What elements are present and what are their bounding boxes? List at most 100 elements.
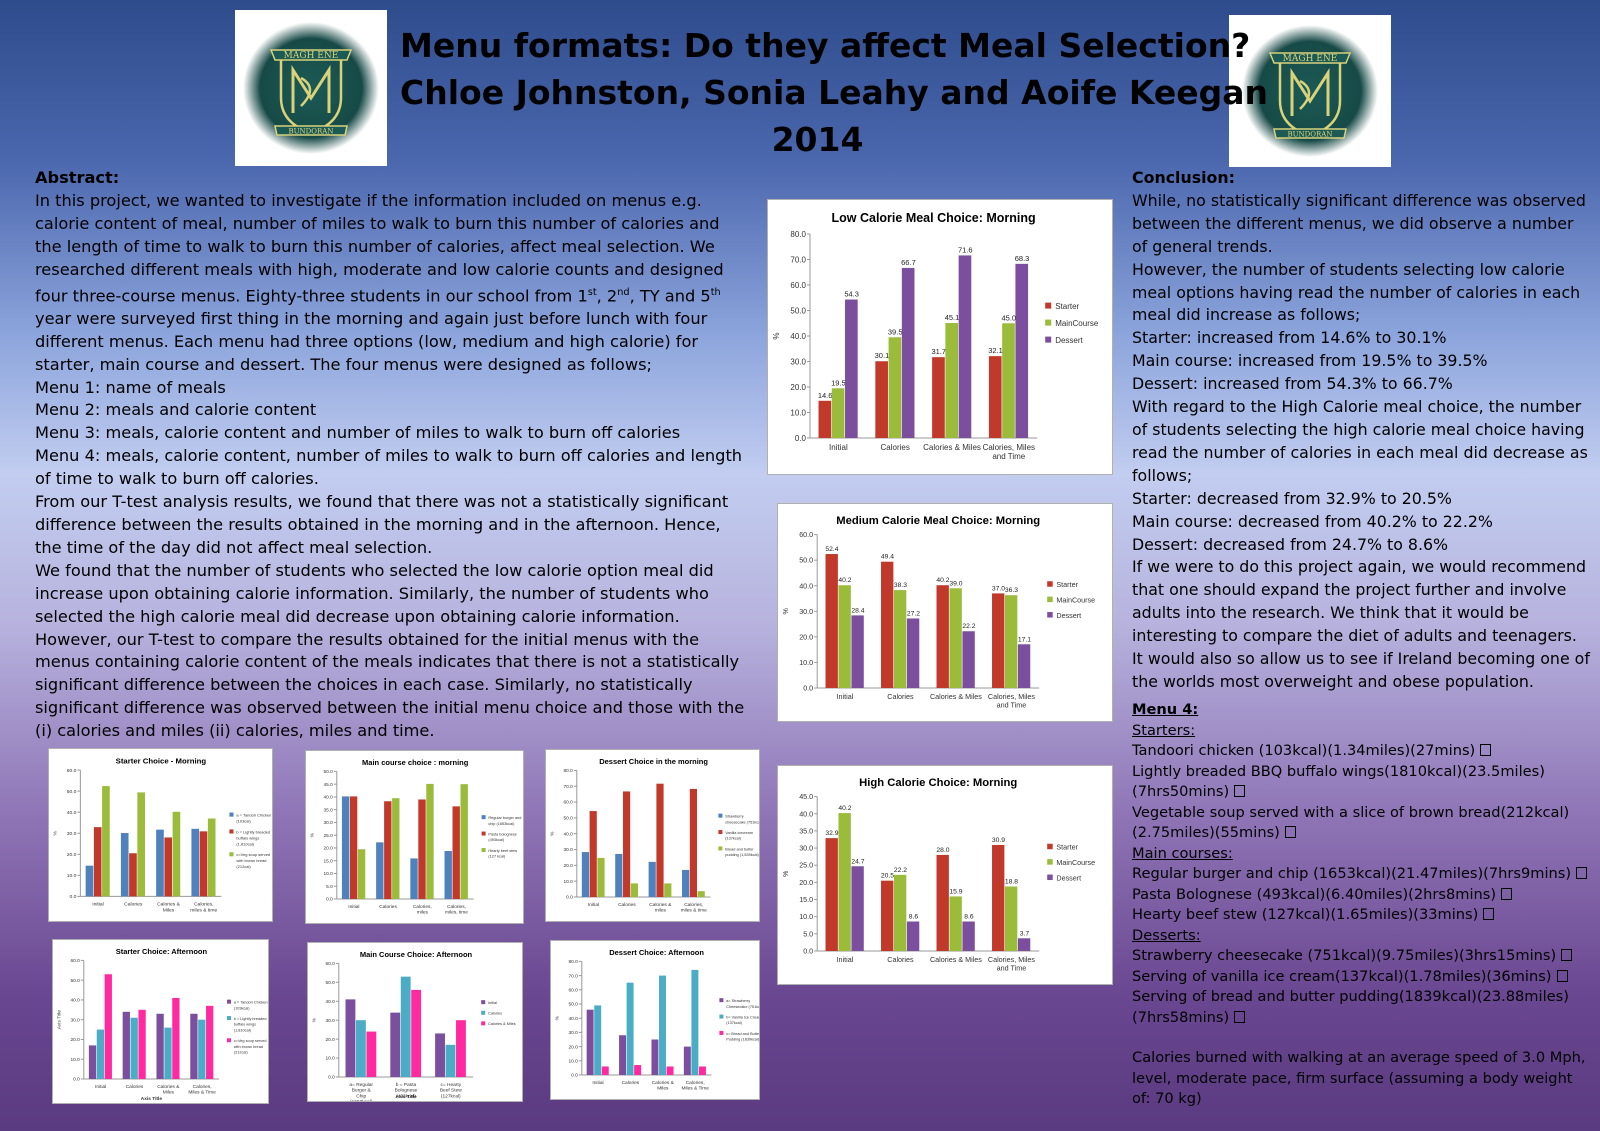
legend-label: c= Bread and Butter xyxy=(726,1032,759,1036)
chart-svg: High Calorie Choice: Morning 0.0 5.0 10.0 15… xyxy=(781,777,1095,972)
y-tick-label: 60.0 xyxy=(568,987,578,993)
y-tick-label: 25.0 xyxy=(323,833,333,839)
legend-swatch xyxy=(229,812,234,817)
y-tick-label: 60.0 xyxy=(325,961,335,967)
y-tick-label: 40.0 xyxy=(799,581,813,590)
data-label: 3.7 xyxy=(1020,930,1030,937)
y-tick-label: 20.0 xyxy=(70,1037,80,1043)
legend-label: (103cal) xyxy=(236,818,251,823)
legend-label: a = Tandori Chicken xyxy=(234,1001,268,1005)
y-tick-label: 30.0 xyxy=(67,831,77,837)
y-tick-label: 10.0 xyxy=(563,879,573,885)
y-tick-label: 20.0 xyxy=(323,846,333,852)
y-tick-label: 0.0 xyxy=(326,897,333,903)
y-tick-label: 0.0 xyxy=(69,894,76,900)
bar xyxy=(589,811,597,897)
y-tick-label: 40.0 xyxy=(790,332,806,341)
bar xyxy=(949,896,962,951)
checkbox-icon xyxy=(1234,1010,1246,1023)
y-tick-label: 20.0 xyxy=(799,632,813,641)
x-tick-label: Calories & xyxy=(652,1080,675,1086)
bar xyxy=(623,791,631,897)
legend-label: Dessert xyxy=(1056,873,1081,882)
bar xyxy=(435,1033,445,1077)
legend-label: Regular burger and xyxy=(488,816,521,820)
legend-label: Starter xyxy=(1055,302,1079,311)
bar xyxy=(932,357,945,438)
menu-item: Pasta Bolognese (493kcal)(6.40miles)(2hr… xyxy=(1132,885,1592,906)
bar xyxy=(345,999,356,1077)
checkbox-icon xyxy=(1234,785,1246,797)
x-tick-label: Miles & Time xyxy=(681,1086,709,1092)
bar xyxy=(1015,263,1029,438)
legend-label: Starter xyxy=(1056,843,1078,852)
legend-label: Initial xyxy=(488,1001,497,1005)
data-label: 22.2 xyxy=(894,867,907,874)
y-tick-label: 15.0 xyxy=(323,858,333,864)
menu-item: Strawberry cheesecake (751kcal)(9.75mile… xyxy=(1132,946,1592,967)
x-tick-label: Beef Stew xyxy=(440,1088,462,1094)
legend-label: (212cal) xyxy=(236,864,251,869)
bar xyxy=(390,1012,401,1077)
data-label: 20.5 xyxy=(881,873,894,880)
legend-swatch xyxy=(718,813,723,818)
y-tick-label: 20.0 xyxy=(790,383,806,392)
bar xyxy=(818,400,832,438)
y-tick-label: 40.0 xyxy=(67,810,77,816)
y-tick-label: 20.0 xyxy=(799,878,813,887)
bar xyxy=(586,1009,594,1075)
y-tick-label: 50.0 xyxy=(790,306,806,315)
data-label: 15.9 xyxy=(949,888,962,895)
data-label: 28.4 xyxy=(851,607,864,614)
data-label: 19.5 xyxy=(831,378,846,387)
conclusion-line: Main course: decreased from 40.2% to 22.… xyxy=(1132,511,1493,531)
y-tick-label: 0.0 xyxy=(571,1073,578,1079)
data-label: 40.2 xyxy=(936,577,949,584)
x-tick-label: Calories xyxy=(887,955,914,964)
y-tick-label: 80.0 xyxy=(790,230,806,239)
bar xyxy=(851,866,864,951)
x-tick-label: miles & time xyxy=(681,908,707,914)
bar xyxy=(992,844,1005,951)
data-label: 8.6 xyxy=(909,913,919,920)
data-label: 22.2 xyxy=(962,623,975,630)
chart-starter-afternoon: Starter Choice: Afternoon 0.0 10.0 20.0 30.0… xyxy=(52,939,269,1104)
bar xyxy=(597,857,605,897)
menu-item: Hearty beef stew (127kcal)(1.65miles)(33… xyxy=(1132,905,1592,926)
data-label: 8.6 xyxy=(964,913,974,920)
x-tick-label: Miles xyxy=(163,1090,175,1096)
y-tick-label: 30.0 xyxy=(323,820,333,826)
bar xyxy=(634,1065,642,1075)
legend-swatch xyxy=(229,829,234,834)
bar xyxy=(1004,595,1018,688)
data-label: 31.7 xyxy=(931,347,946,356)
x-tick-label: miles & time xyxy=(190,907,217,913)
x-tick-label: Calories & xyxy=(649,902,672,908)
menu4-section: Menu 4: Starters: Tandoori chicken (103k… xyxy=(1132,700,1592,1110)
chart-title: Dessert Choice: Afternoon xyxy=(609,948,704,957)
bar xyxy=(392,798,400,899)
x-tick-label: and Time xyxy=(997,700,1027,709)
bar xyxy=(659,975,666,1075)
data-label: 52.4 xyxy=(825,546,838,553)
x-tick-label: Calories, xyxy=(193,1084,212,1090)
data-label: 36.3 xyxy=(1005,587,1018,594)
bar xyxy=(129,853,137,897)
y-tick-label: 50.0 xyxy=(563,816,573,822)
y-tick-label: 30.0 xyxy=(70,1017,80,1023)
bar xyxy=(418,799,426,899)
legend-swatch xyxy=(1047,596,1053,603)
legend-label: buffalo wings xyxy=(236,835,259,840)
checkbox-icon xyxy=(1501,887,1513,900)
y-tick-label: 0.0 xyxy=(795,434,807,443)
data-label: 54.3 xyxy=(844,290,859,299)
x-tick-label: Bolognese xyxy=(395,1088,418,1094)
menu-item: Vegetable soup served with a slice of br… xyxy=(1132,803,1570,842)
y-tick-label: 45.0 xyxy=(799,792,813,801)
bar xyxy=(445,1044,456,1077)
x-tick-label: Initial xyxy=(837,955,854,964)
data-label: 71.6 xyxy=(958,245,973,254)
bar xyxy=(172,997,180,1079)
x-axis-label: Axis Title xyxy=(141,1096,163,1102)
bar xyxy=(594,1005,602,1075)
